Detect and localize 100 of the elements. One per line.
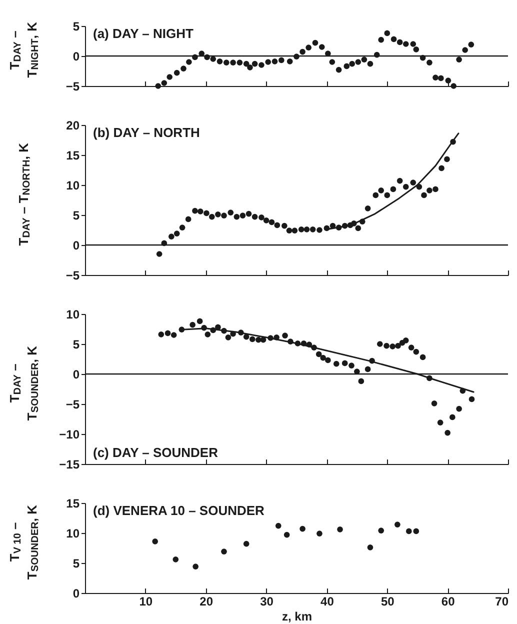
point (367, 60, 374, 67)
point (204, 210, 210, 216)
point (444, 430, 450, 436)
point (179, 224, 186, 231)
y-tick-label: −5 (66, 398, 80, 412)
point (249, 336, 256, 342)
point (316, 227, 322, 233)
x-tick-label: 70 (495, 594, 509, 608)
y-tick-label: −15 (59, 458, 80, 472)
point (225, 334, 232, 340)
point (413, 46, 420, 52)
point (164, 330, 171, 336)
point (221, 548, 227, 555)
point (252, 214, 258, 220)
point (258, 62, 264, 68)
point (310, 226, 316, 232)
point (432, 186, 438, 192)
point (174, 230, 180, 237)
point (282, 222, 288, 229)
point (306, 44, 312, 51)
y-tick-label: 10 (66, 178, 80, 192)
point (247, 64, 253, 70)
point (286, 228, 292, 234)
point (437, 420, 444, 426)
point (329, 59, 336, 65)
point (221, 212, 227, 219)
x-tick-label: 50 (380, 594, 395, 608)
point (155, 83, 162, 89)
y-tick-label: 0 (72, 586, 80, 600)
point (378, 528, 384, 534)
point (316, 530, 322, 537)
point (364, 205, 371, 212)
x-tick-label: 60 (441, 594, 456, 608)
point (336, 66, 342, 73)
y-tick-label: 20 (66, 118, 80, 132)
point (300, 48, 306, 55)
point (468, 396, 475, 402)
point (384, 30, 390, 36)
point (390, 186, 396, 192)
y-tick-label: 10 (66, 308, 80, 322)
point (216, 58, 223, 64)
chart-title: (d) VENERA 10 – SOUNDER (93, 503, 266, 518)
point (312, 40, 318, 46)
y-tick-label: 0 (72, 238, 80, 252)
y-tick-label: 10 (66, 526, 80, 540)
point (190, 322, 196, 328)
point (355, 59, 362, 65)
point (243, 540, 250, 547)
point (413, 528, 420, 534)
point (438, 165, 444, 172)
point (172, 556, 179, 562)
y-tick-label: 15 (66, 148, 80, 162)
point (161, 80, 168, 86)
point (402, 41, 409, 47)
point (426, 60, 432, 66)
point (355, 225, 362, 232)
point (272, 58, 278, 64)
chart-title: (a) DAY – NIGHT (93, 26, 194, 41)
point (390, 343, 396, 350)
point (410, 180, 416, 186)
y-tick-label: 5 (72, 556, 80, 570)
point (185, 216, 192, 222)
point (348, 362, 354, 369)
x-axis-title: z, km (282, 610, 312, 624)
point (223, 60, 230, 66)
point (208, 214, 215, 220)
point (318, 44, 325, 50)
point (408, 344, 414, 351)
point (390, 36, 397, 42)
point (156, 251, 162, 257)
y-tick-label: 0 (72, 50, 80, 64)
chart-title: (b) DAY – NORTH (93, 125, 200, 140)
point (325, 357, 331, 364)
point (402, 184, 409, 190)
x-tick-label: 30 (260, 594, 274, 608)
x-tick-label: 20 (200, 594, 214, 608)
point (284, 532, 290, 538)
point (256, 336, 262, 343)
point (462, 47, 468, 53)
point (268, 219, 275, 226)
point (444, 156, 450, 162)
point (286, 58, 293, 64)
y-tick-label: −5 (66, 268, 80, 282)
point (192, 564, 198, 570)
point (342, 360, 348, 366)
point (180, 66, 186, 72)
point (384, 192, 390, 198)
point (292, 228, 298, 234)
point (263, 217, 270, 224)
point (243, 60, 250, 67)
point (230, 60, 236, 66)
point (333, 360, 340, 367)
point (456, 56, 462, 63)
point (196, 318, 203, 324)
point (396, 178, 403, 184)
point (246, 210, 252, 217)
point (170, 332, 177, 338)
point (445, 78, 452, 84)
point (204, 331, 211, 338)
point (298, 226, 304, 232)
